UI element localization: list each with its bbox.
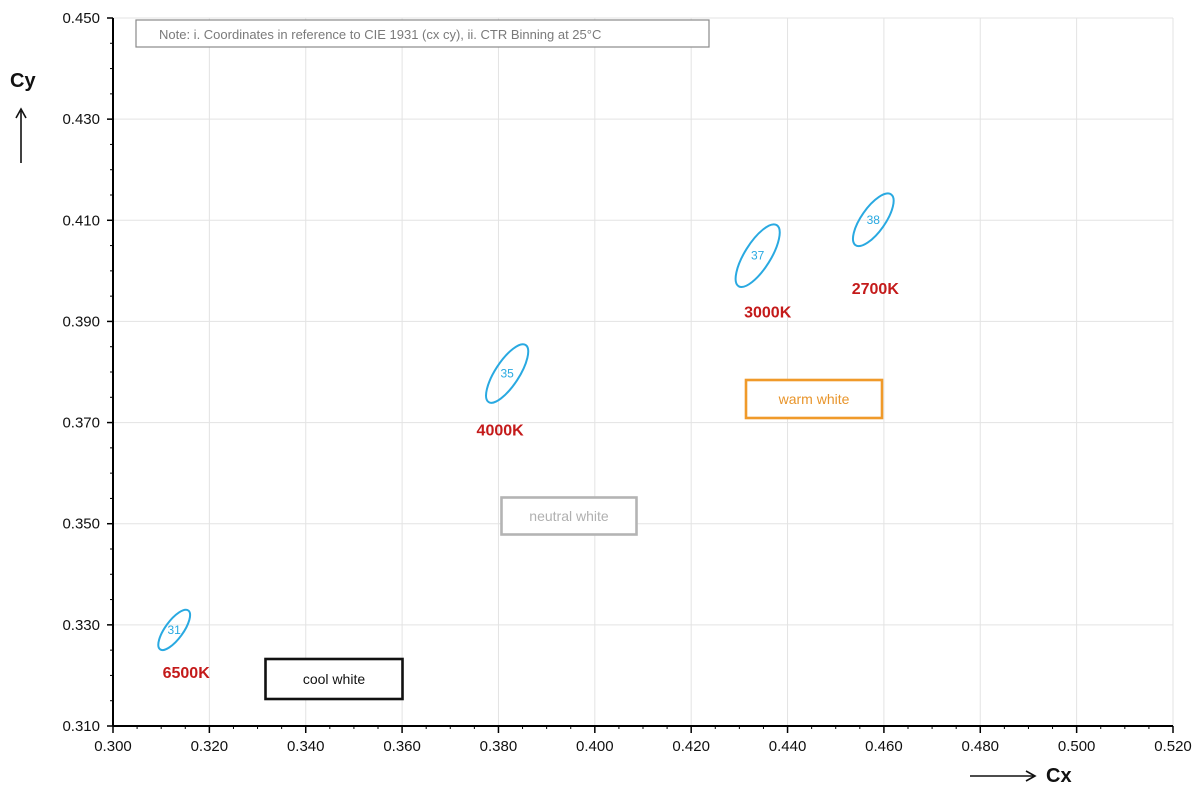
y-axis-label: Cy [10,70,36,92]
x-tick-label: 0.440 [769,738,807,755]
bin-ellipse [485,343,530,404]
region-box [264,657,404,701]
y-tick-label: 0.350 [62,516,100,533]
x-axis-label: Cx [1046,765,1072,785]
bin-ellipse [157,608,192,652]
region-boxes: cool white neutral white warm white [264,378,884,701]
region-box [744,378,884,420]
bin-35: 35 4000K [477,343,530,440]
region-cool-white: cool white [264,657,404,701]
bin-label: 38 [867,213,881,227]
axes [112,18,1173,727]
bin-ellipses: 31 6500K 35 4000K 37 3000K 38 2700K [157,192,900,682]
x-tick-label: 0.360 [383,738,421,755]
y-tick-label: 0.310 [62,718,100,735]
region-label: neutral white [529,508,609,524]
x-tick-label: 0.460 [865,738,903,755]
x-tick-label: 0.520 [1154,738,1192,755]
tick-marks [107,17,1174,733]
x-tick-label: 0.420 [672,738,710,755]
region-warm-white: warm white [744,378,884,420]
bin-label: 37 [751,249,765,263]
y-tick-label: 0.410 [62,212,100,229]
region-box [500,496,638,536]
up-arrow-icon [15,107,27,163]
y-axis-title: Cy [10,70,36,163]
bin-ellipse [734,223,781,288]
y-tick-label: 0.330 [62,617,100,634]
x-axis-title: Cx [970,765,1072,785]
cct-label: 6500K [163,665,211,682]
y-tick-label: 0.390 [62,313,100,330]
y-tick-label: 0.430 [62,111,100,128]
bin-label: 31 [168,623,182,637]
x-tick-label: 0.380 [480,738,518,755]
bin-31: 31 6500K [157,608,211,682]
right-arrow-icon [970,770,1037,782]
grid-lines [113,17,1174,726]
note-box: Note: i. Coordinates in reference to CIE… [135,19,710,48]
x-tick-label: 0.400 [576,738,614,755]
bin-ellipse [851,192,895,248]
x-tick-label: 0.340 [287,738,325,755]
cct-label: 3000K [744,305,792,322]
cct-label: 2700K [852,281,900,298]
tick-labels: 0.300 0.320 0.340 0.360 0.380 0.400 0.420 0.440… [62,10,1191,755]
x-tick-label: 0.480 [961,738,999,755]
bin-38: 38 2700K [851,192,900,298]
y-tick-label: 0.450 [62,10,100,27]
x-tick-label: 0.500 [1058,738,1096,755]
region-label: cool white [303,671,365,687]
x-tick-label: 0.320 [191,738,229,755]
bin-label: 35 [500,367,514,381]
note-text: Note: i. Coordinates in reference to CIE… [159,27,601,42]
region-neutral-white: neutral white [500,496,638,536]
bin-37: 37 3000K [734,223,792,322]
cct-label: 4000K [477,423,525,440]
y-tick-label: 0.370 [62,415,100,432]
x-tick-label: 0.300 [94,738,132,755]
region-label: warm white [778,391,850,407]
